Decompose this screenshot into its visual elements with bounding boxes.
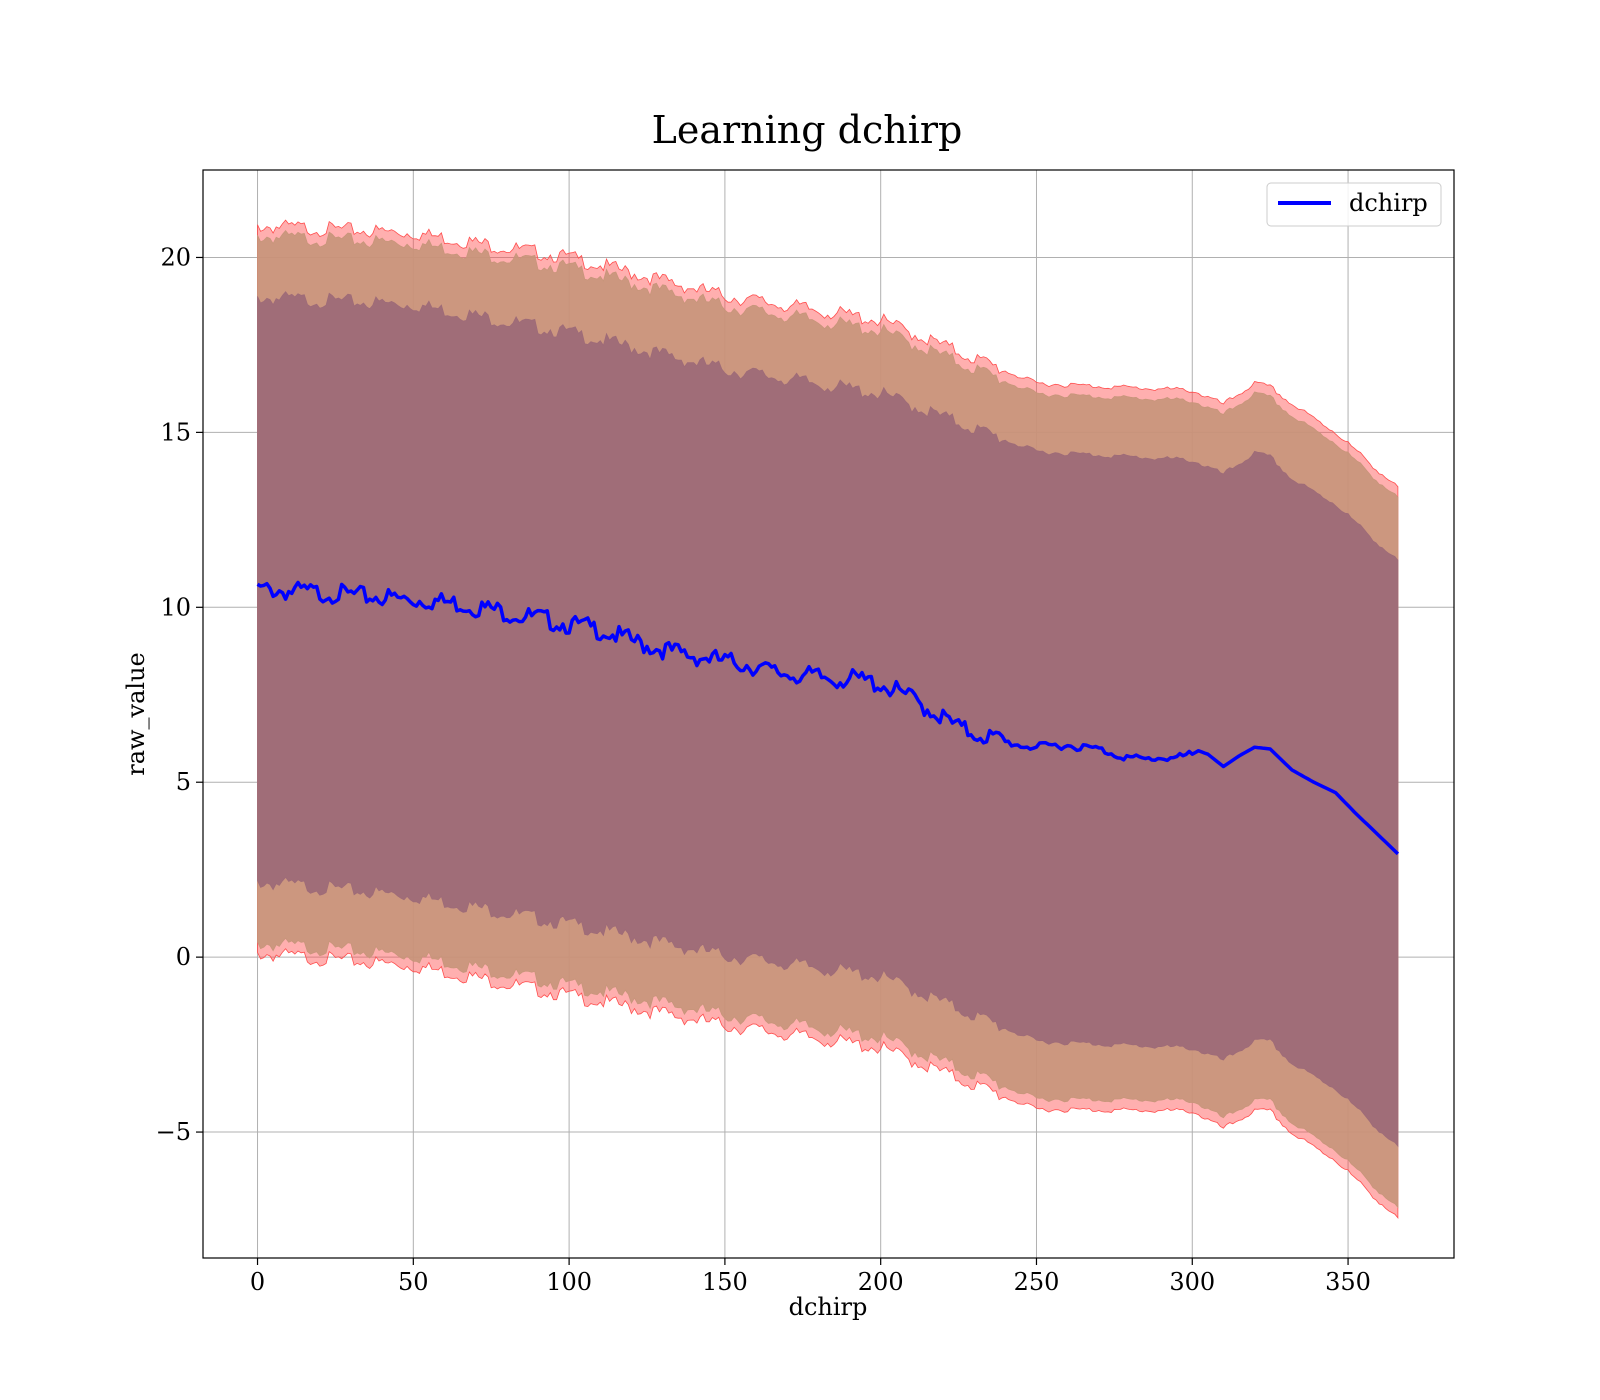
chart-title: Learning dchirp: [652, 108, 963, 152]
x-tick-label: 100: [546, 1268, 592, 1296]
x-tick-label: 150: [702, 1268, 748, 1296]
y-tick-label: −5: [156, 1118, 191, 1146]
confidence-bands: [257, 219, 1399, 1220]
y-axis-label: raw_value: [122, 652, 150, 776]
x-tick-label: 0: [250, 1268, 265, 1296]
y-tick-label: 5: [176, 768, 191, 796]
legend-box: [1266, 182, 1442, 227]
x-tick-label: 50: [398, 1268, 429, 1296]
band-2: [257, 291, 1399, 1148]
x-axis-label: dchirp: [789, 1293, 868, 1321]
y-axis: −5 0 5 10 15 20: [156, 243, 203, 1146]
plot-frame: [202, 169, 1455, 1259]
x-tick-label: 250: [1014, 1268, 1060, 1296]
legend: dchirp: [1266, 182, 1442, 227]
y-tick-label: 10: [160, 593, 191, 621]
y-tick-label: 0: [176, 943, 191, 971]
series-lines: [256, 580, 1400, 856]
x-axis: 0 50 100 150 200 250 300 350: [250, 1258, 1371, 1296]
x-tick-label: 200: [858, 1268, 904, 1296]
series-line-0: [256, 580, 1400, 856]
x-tick-label: 350: [1325, 1268, 1371, 1296]
legend-label: dchirp: [1349, 189, 1428, 217]
x-tick-label: 300: [1169, 1268, 1215, 1296]
y-tick-label: 15: [160, 418, 191, 446]
y-tick-label: 20: [160, 243, 191, 271]
